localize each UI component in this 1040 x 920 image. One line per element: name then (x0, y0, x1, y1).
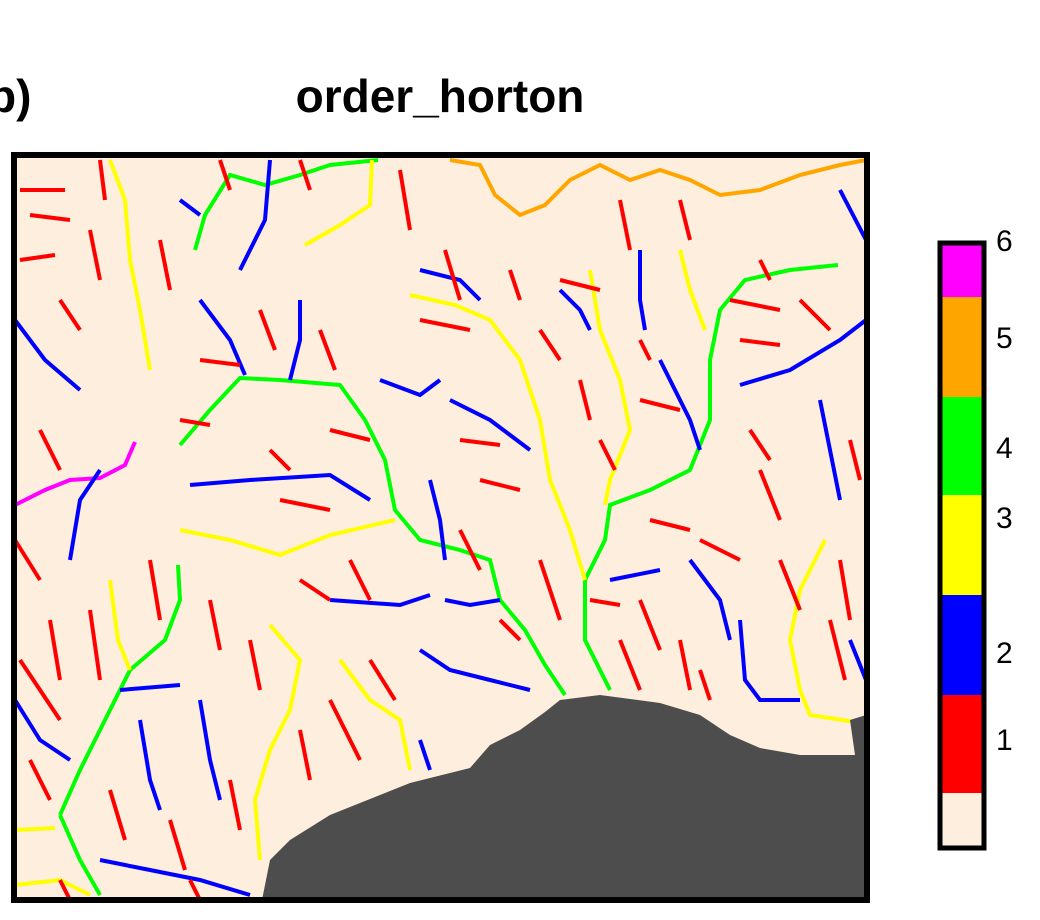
colorbar-frame (937, 240, 987, 851)
stream-order-3 (409, 293, 587, 581)
stream-order-4 (178, 375, 567, 697)
colorbar-tick-label: 1 (996, 724, 1013, 757)
stream-order-3 (338, 658, 412, 771)
stream-order-4 (58, 814, 102, 896)
colorbar-segment (940, 595, 984, 695)
colorbar-segment (940, 397, 984, 495)
streams (13, 158, 868, 901)
colorbar-tick-label: 5 (996, 322, 1013, 355)
stream-order-3 (678, 249, 707, 331)
stream-order-3 (787, 539, 856, 724)
stream-order-3 (179, 518, 396, 558)
panel-label: b) (0, 70, 31, 122)
map-title: order_horton (296, 70, 585, 122)
stream-order-3 (304, 159, 374, 247)
colorbar-segment (940, 495, 984, 595)
map (11, 152, 870, 903)
colorbar-tick-label: 3 (996, 502, 1013, 535)
colorbar-tick-label: 4 (996, 432, 1013, 465)
colorbar: 1 2 3 4 5 6 (937, 225, 1013, 851)
stream-order-3 (108, 579, 132, 671)
map-frame (11, 152, 870, 903)
streams-order-2 (13, 159, 868, 897)
colorbar-tick-label: 2 (996, 637, 1013, 670)
stream-order-5 (449, 158, 867, 218)
streams-order-1 (13, 159, 862, 901)
stream-order-3 (108, 159, 152, 371)
stream-order-4 (193, 158, 379, 251)
stream-order-3 (588, 269, 633, 506)
stream-order-3 (252, 623, 303, 861)
stream-order-6 (14, 441, 137, 507)
colorbar-segment (940, 297, 984, 397)
colorbar-segment (940, 695, 984, 793)
colorbar-tick-label: 6 (996, 225, 1013, 258)
land-mask (262, 695, 866, 900)
colorbar-segment (940, 243, 984, 297)
stream-order-3 (14, 826, 56, 832)
colorbar-segment (940, 793, 984, 848)
